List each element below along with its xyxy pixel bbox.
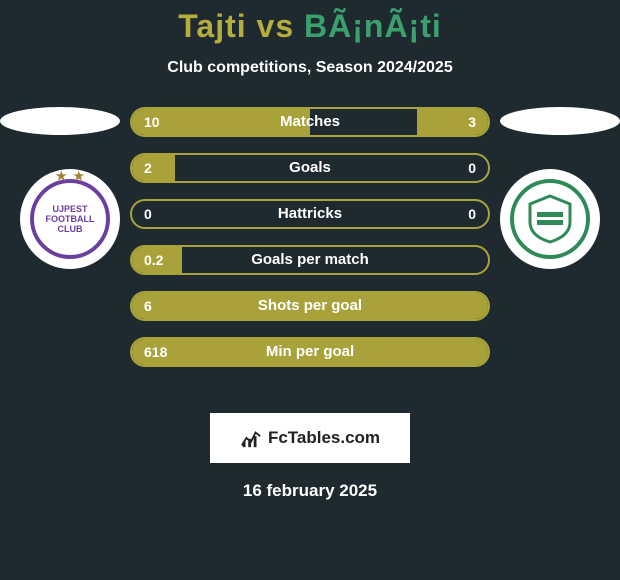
stat-bar: 618Min per goal — [130, 337, 490, 367]
stat-bar: 0Hattricks0 — [130, 199, 490, 229]
stat-value-right: 0 — [468, 155, 476, 181]
club-name-left: UJPEST FOOTBALL CLUB — [34, 204, 106, 234]
page-title: Tajti vs BÃ¡nÃ¡ti — [0, 0, 620, 45]
brand-text: FcTables.com — [268, 428, 380, 448]
stat-label: Goals per match — [132, 247, 488, 273]
shield-icon — [525, 194, 575, 244]
club-badge-right — [500, 169, 600, 269]
player-shadow-right — [500, 107, 620, 135]
player-shadow-left — [0, 107, 120, 135]
comparison-area: ★ ★ UJPEST FOOTBALL CLUB 10Matches3 2Goal… — [0, 107, 620, 407]
footer-date: 16 february 2025 — [0, 481, 620, 501]
chart-icon — [240, 427, 262, 449]
stat-label: Min per goal — [132, 339, 488, 365]
subtitle: Club competitions, Season 2024/2025 — [0, 59, 620, 77]
brand-logo[interactable]: FcTables.com — [210, 413, 410, 463]
vs-text: vs — [247, 8, 304, 44]
player1-name: Tajti — [178, 8, 246, 44]
club-badge-left: ★ ★ UJPEST FOOTBALL CLUB — [20, 169, 120, 269]
player2-name: BÃ¡nÃ¡ti — [304, 8, 442, 44]
stat-bar: 2Goals0 — [130, 153, 490, 183]
stat-label: Matches — [132, 109, 488, 135]
stat-bar: 0.2Goals per match — [130, 245, 490, 275]
stat-bar: 6Shots per goal — [130, 291, 490, 321]
stat-label: Shots per goal — [132, 293, 488, 319]
star-icon: ★ ★ — [56, 169, 84, 183]
stat-bar: 10Matches3 — [130, 107, 490, 137]
stat-label: Goals — [132, 155, 488, 181]
stat-value-right: 0 — [468, 201, 476, 227]
stat-value-right: 3 — [468, 109, 476, 135]
stat-label: Hattricks — [132, 201, 488, 227]
stat-rows: 10Matches32Goals00Hattricks00.2Goals per… — [130, 107, 490, 383]
